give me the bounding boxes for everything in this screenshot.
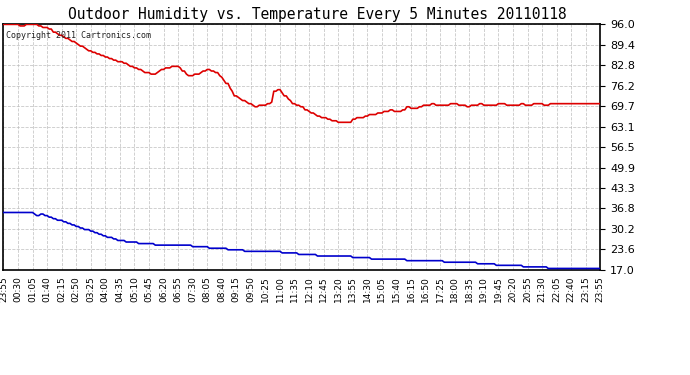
Text: Outdoor Humidity vs. Temperature Every 5 Minutes 20110118: Outdoor Humidity vs. Temperature Every 5… bbox=[68, 8, 566, 22]
Text: Copyright 2011 Cartronics.com: Copyright 2011 Cartronics.com bbox=[6, 30, 151, 39]
